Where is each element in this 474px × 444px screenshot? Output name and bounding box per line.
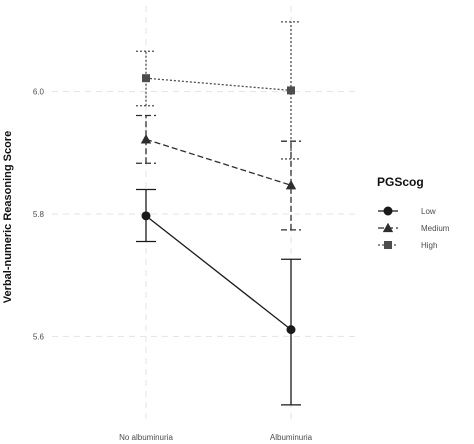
legend-label: High [421, 241, 437, 250]
y-tick-label: 5.8 [33, 210, 45, 219]
data-point-circle [141, 211, 151, 221]
series-line [145, 215, 292, 331]
x-tick-label: No albuminuria [119, 433, 173, 442]
y-axis-title: Verbal-numeric Reasoning Score [2, 131, 14, 303]
legend-item-low: Low [378, 206, 436, 216]
legend-title: PGScog [377, 175, 424, 189]
legend-label: Medium [421, 224, 450, 233]
series-line [145, 77, 292, 92]
data-point-triangle [140, 134, 152, 144]
series-medium [136, 114, 301, 231]
series-low [136, 188, 301, 406]
series-layer [136, 21, 301, 406]
legend-item-high: High [378, 241, 437, 250]
legend-marker-square [384, 241, 392, 249]
legend-marker-triangle [382, 222, 394, 233]
grid [52, 6, 355, 422]
legend-item-medium: Medium [378, 222, 450, 233]
y-tick-label: 5.6 [33, 332, 45, 341]
series-line [145, 138, 292, 186]
x-tick-label: Albuminuria [270, 433, 313, 442]
data-point-triangle [285, 180, 297, 190]
data-point-circle [286, 325, 296, 335]
data-point-square [142, 74, 150, 83]
series-high [136, 21, 301, 160]
legend-marker-circle [383, 206, 393, 216]
y-tick-label: 6.0 [33, 88, 45, 97]
x-axis: No albuminuria Albuminuria [119, 433, 313, 442]
legend-label: Low [421, 207, 436, 216]
legend: PGScog Low Medium High [377, 175, 450, 250]
data-point-square [287, 86, 295, 95]
y-axis: 5.6 5.8 6.0 [33, 88, 45, 342]
